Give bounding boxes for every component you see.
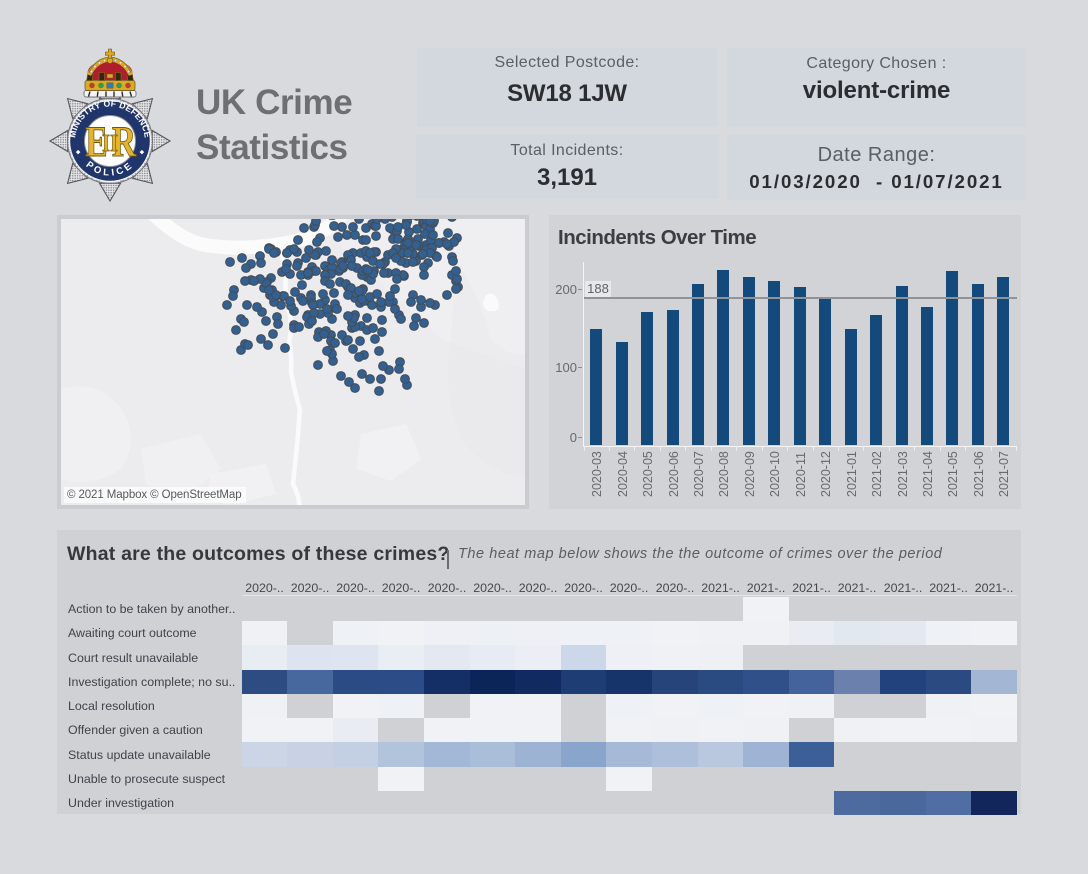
svg-text:E: E (85, 119, 107, 166)
svg-text:R: R (112, 119, 137, 166)
svg-text:II: II (102, 129, 118, 156)
